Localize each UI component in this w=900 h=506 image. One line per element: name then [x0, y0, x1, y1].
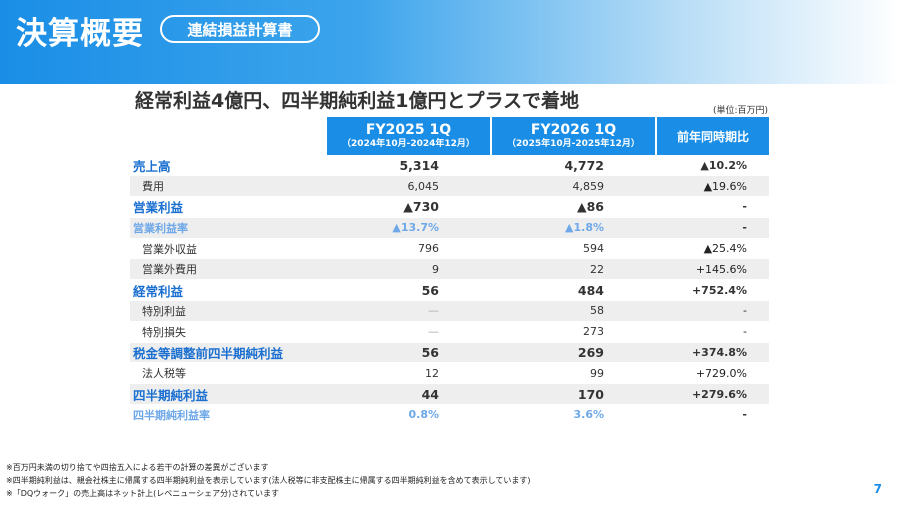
- row-label: 営業外費用: [130, 258, 326, 281]
- row-non-operating-income: 営業外収益 796 594 ▲25.4%: [130, 238, 769, 260]
- row-net-income: 四半期純利益 44 170 +279.6%: [130, 383, 769, 406]
- row-operating-income: 営業利益 ▲730 ▲86 -: [130, 196, 769, 218]
- value-yoy: -: [656, 300, 769, 322]
- row-expenses: 費用 6,045 4,859 ▲19.6%: [130, 175, 769, 198]
- value-fy2026: ▲86: [491, 196, 656, 218]
- value-fy2025: 6,045: [326, 175, 491, 198]
- value-fy2026: 3.6%: [491, 404, 656, 426]
- header-yoy: 前年同時期比: [656, 117, 769, 155]
- table-header-row: FY2025 1Q （2024年10月-2024年12月） FY2026 1Q …: [130, 117, 769, 155]
- section-badge: 連結損益計算書: [160, 15, 320, 43]
- header-fy2026: FY2026 1Q （2025年10月-2025年12月）: [491, 117, 657, 155]
- value-fy2025: 9: [326, 258, 491, 281]
- unit-note: (単位:百万円): [712, 106, 768, 116]
- value-yoy: -: [656, 196, 769, 218]
- value-yoy: ▲10.2%: [656, 155, 769, 177]
- row-label: 特別損失: [130, 321, 326, 343]
- income-statement-table: FY2025 1Q （2024年10月-2024年12月） FY2026 1Q …: [130, 117, 769, 426]
- value-yoy: +374.8%: [656, 342, 769, 364]
- row-label: 営業利益: [130, 196, 326, 218]
- value-fy2025: ▲730: [326, 196, 491, 218]
- value-fy2025: 0.8%: [326, 404, 491, 426]
- header-fy2025-label: FY2025 1Q: [365, 122, 452, 138]
- value-yoy: +729.0%: [656, 362, 769, 385]
- row-extraordinary-loss: 特別損失 — 273 -: [130, 321, 769, 343]
- row-label: 四半期純利益: [130, 383, 326, 406]
- value-fy2025: 56: [326, 279, 491, 302]
- row-pretax-income: 税金等調整前四半期純利益 56 269 +374.8%: [130, 342, 769, 364]
- header-band: [0, 0, 900, 84]
- row-net-margin: 四半期純利益率 0.8% 3.6% -: [130, 404, 769, 426]
- row-label: 経常利益: [130, 279, 326, 302]
- value-fy2026: 4,772: [491, 155, 656, 177]
- footnotes: ※百万円未満の切り捨てや四捨五入による若干の計算の差異がございます ※四半期純利…: [6, 461, 530, 500]
- headline: 経常利益4億円、四半期純利益1億円とプラスで着地: [135, 90, 580, 112]
- row-label: 費用: [130, 175, 326, 198]
- value-fy2025: —: [326, 300, 491, 322]
- row-label: 四半期純利益率: [130, 404, 326, 426]
- footnote-dq-walk: ※「DQウォーク」の売上高はネット計上(レベニューシェア分)されています: [6, 489, 279, 498]
- value-fy2025: ▲13.7%: [326, 217, 491, 239]
- value-yoy: ▲25.4%: [656, 238, 769, 260]
- row-label: 特別利益: [130, 300, 326, 322]
- row-extraordinary-income: 特別利益 — 58 -: [130, 300, 769, 322]
- value-fy2026: 269: [491, 342, 656, 364]
- value-yoy: -: [656, 217, 769, 239]
- value-yoy: ▲19.6%: [656, 175, 769, 198]
- value-fy2025: —: [326, 321, 491, 343]
- row-label: 営業外収益: [130, 238, 326, 260]
- value-yoy: +279.6%: [656, 383, 769, 406]
- row-income-taxes: 法人税等 12 99 +729.0%: [130, 362, 769, 385]
- value-fy2025: 56: [326, 342, 491, 364]
- value-yoy: -: [656, 321, 769, 343]
- value-fy2026: 22: [491, 258, 656, 281]
- row-non-operating-expenses: 営業外費用 9 22 +145.6%: [130, 258, 769, 281]
- value-fy2026: 484: [491, 279, 656, 302]
- value-fy2025: 796: [326, 238, 491, 260]
- footnote-rounding: ※百万円未満の切り捨てや四捨五入による若干の計算の差異がございます: [6, 463, 269, 472]
- row-label: 営業利益率: [130, 217, 326, 239]
- row-label: 法人税等: [130, 362, 326, 385]
- header-blank: [130, 117, 327, 155]
- row-ordinary-income: 経常利益 56 484 +752.4%: [130, 279, 769, 302]
- value-fy2025: 5,314: [326, 155, 491, 177]
- row-net-sales: 売上高 5,314 4,772 ▲10.2%: [130, 155, 769, 177]
- value-yoy: +145.6%: [656, 258, 769, 281]
- header-fy2025-period: （2024年10月-2024年12月）: [342, 139, 475, 149]
- footnote-net-income: ※四半期純利益は、親会社株主に帰属する四半期純利益を表示しています(法人税等に非…: [6, 476, 531, 485]
- row-label: 税金等調整前四半期純利益: [130, 342, 326, 364]
- value-fy2026: 170: [491, 383, 656, 406]
- page-number: 7: [873, 482, 882, 496]
- value-fy2026: ▲1.8%: [491, 217, 656, 239]
- value-fy2026: 99: [491, 362, 656, 385]
- value-yoy: -: [656, 404, 769, 426]
- value-fy2025: 44: [326, 383, 491, 406]
- value-fy2026: 594: [491, 238, 656, 260]
- row-operating-margin: 営業利益率 ▲13.7% ▲1.8% -: [130, 217, 769, 239]
- row-label: 売上高: [130, 155, 326, 177]
- value-fy2026: 273: [491, 321, 656, 343]
- value-fy2025: 12: [326, 362, 491, 385]
- header-fy2026-period: （2025年10月-2025年12月）: [507, 139, 640, 149]
- header-fy2026-label: FY2026 1Q: [530, 122, 617, 138]
- page-title: 決算概要: [16, 16, 144, 52]
- header-fy2025: FY2025 1Q （2024年10月-2024年12月）: [326, 117, 492, 155]
- value-fy2026: 58: [491, 300, 656, 322]
- value-yoy: +752.4%: [656, 279, 769, 302]
- value-fy2026: 4,859: [491, 175, 656, 198]
